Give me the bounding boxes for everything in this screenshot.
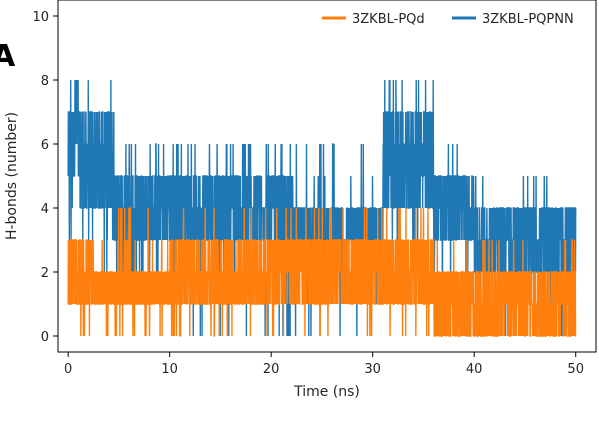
x-tick-label: 10 [161, 362, 178, 377]
series-line-3zkbl-pqd [67, 207, 577, 337]
y-tick-label: 2 [41, 266, 49, 281]
legend: 3ZKBL-PQd 3ZKBL-PQPNN [316, 4, 592, 32]
legend-label-3zkbl-pqpnn: 3ZKBL-PQPNN [482, 12, 574, 27]
y-axis-label: H-bonds (number) [4, 112, 20, 240]
y-axis: 0 2 4 6 8 10 [32, 10, 58, 345]
x-tick-label: 20 [263, 362, 280, 377]
x-axis: 0 10 20 30 40 50 [64, 352, 584, 377]
y-tick-label: 8 [41, 74, 49, 89]
x-tick-label: 0 [64, 362, 72, 377]
y-tick-label: 10 [32, 10, 49, 25]
panel-label: A [0, 39, 16, 74]
x-axis-label: Time (ns) [293, 384, 360, 400]
axes-frame [57, 0, 597, 353]
plot-area [67, 79, 577, 337]
y-tick-label: 6 [41, 138, 49, 153]
x-tick-label: 30 [364, 362, 381, 377]
x-tick-label: 40 [466, 362, 483, 377]
y-tick-label: 4 [41, 202, 49, 217]
y-tick-label: 0 [41, 330, 49, 345]
legend-label-3zkbl-pqd: 3ZKBL-PQd [352, 12, 425, 27]
x-tick-label: 50 [567, 362, 584, 377]
